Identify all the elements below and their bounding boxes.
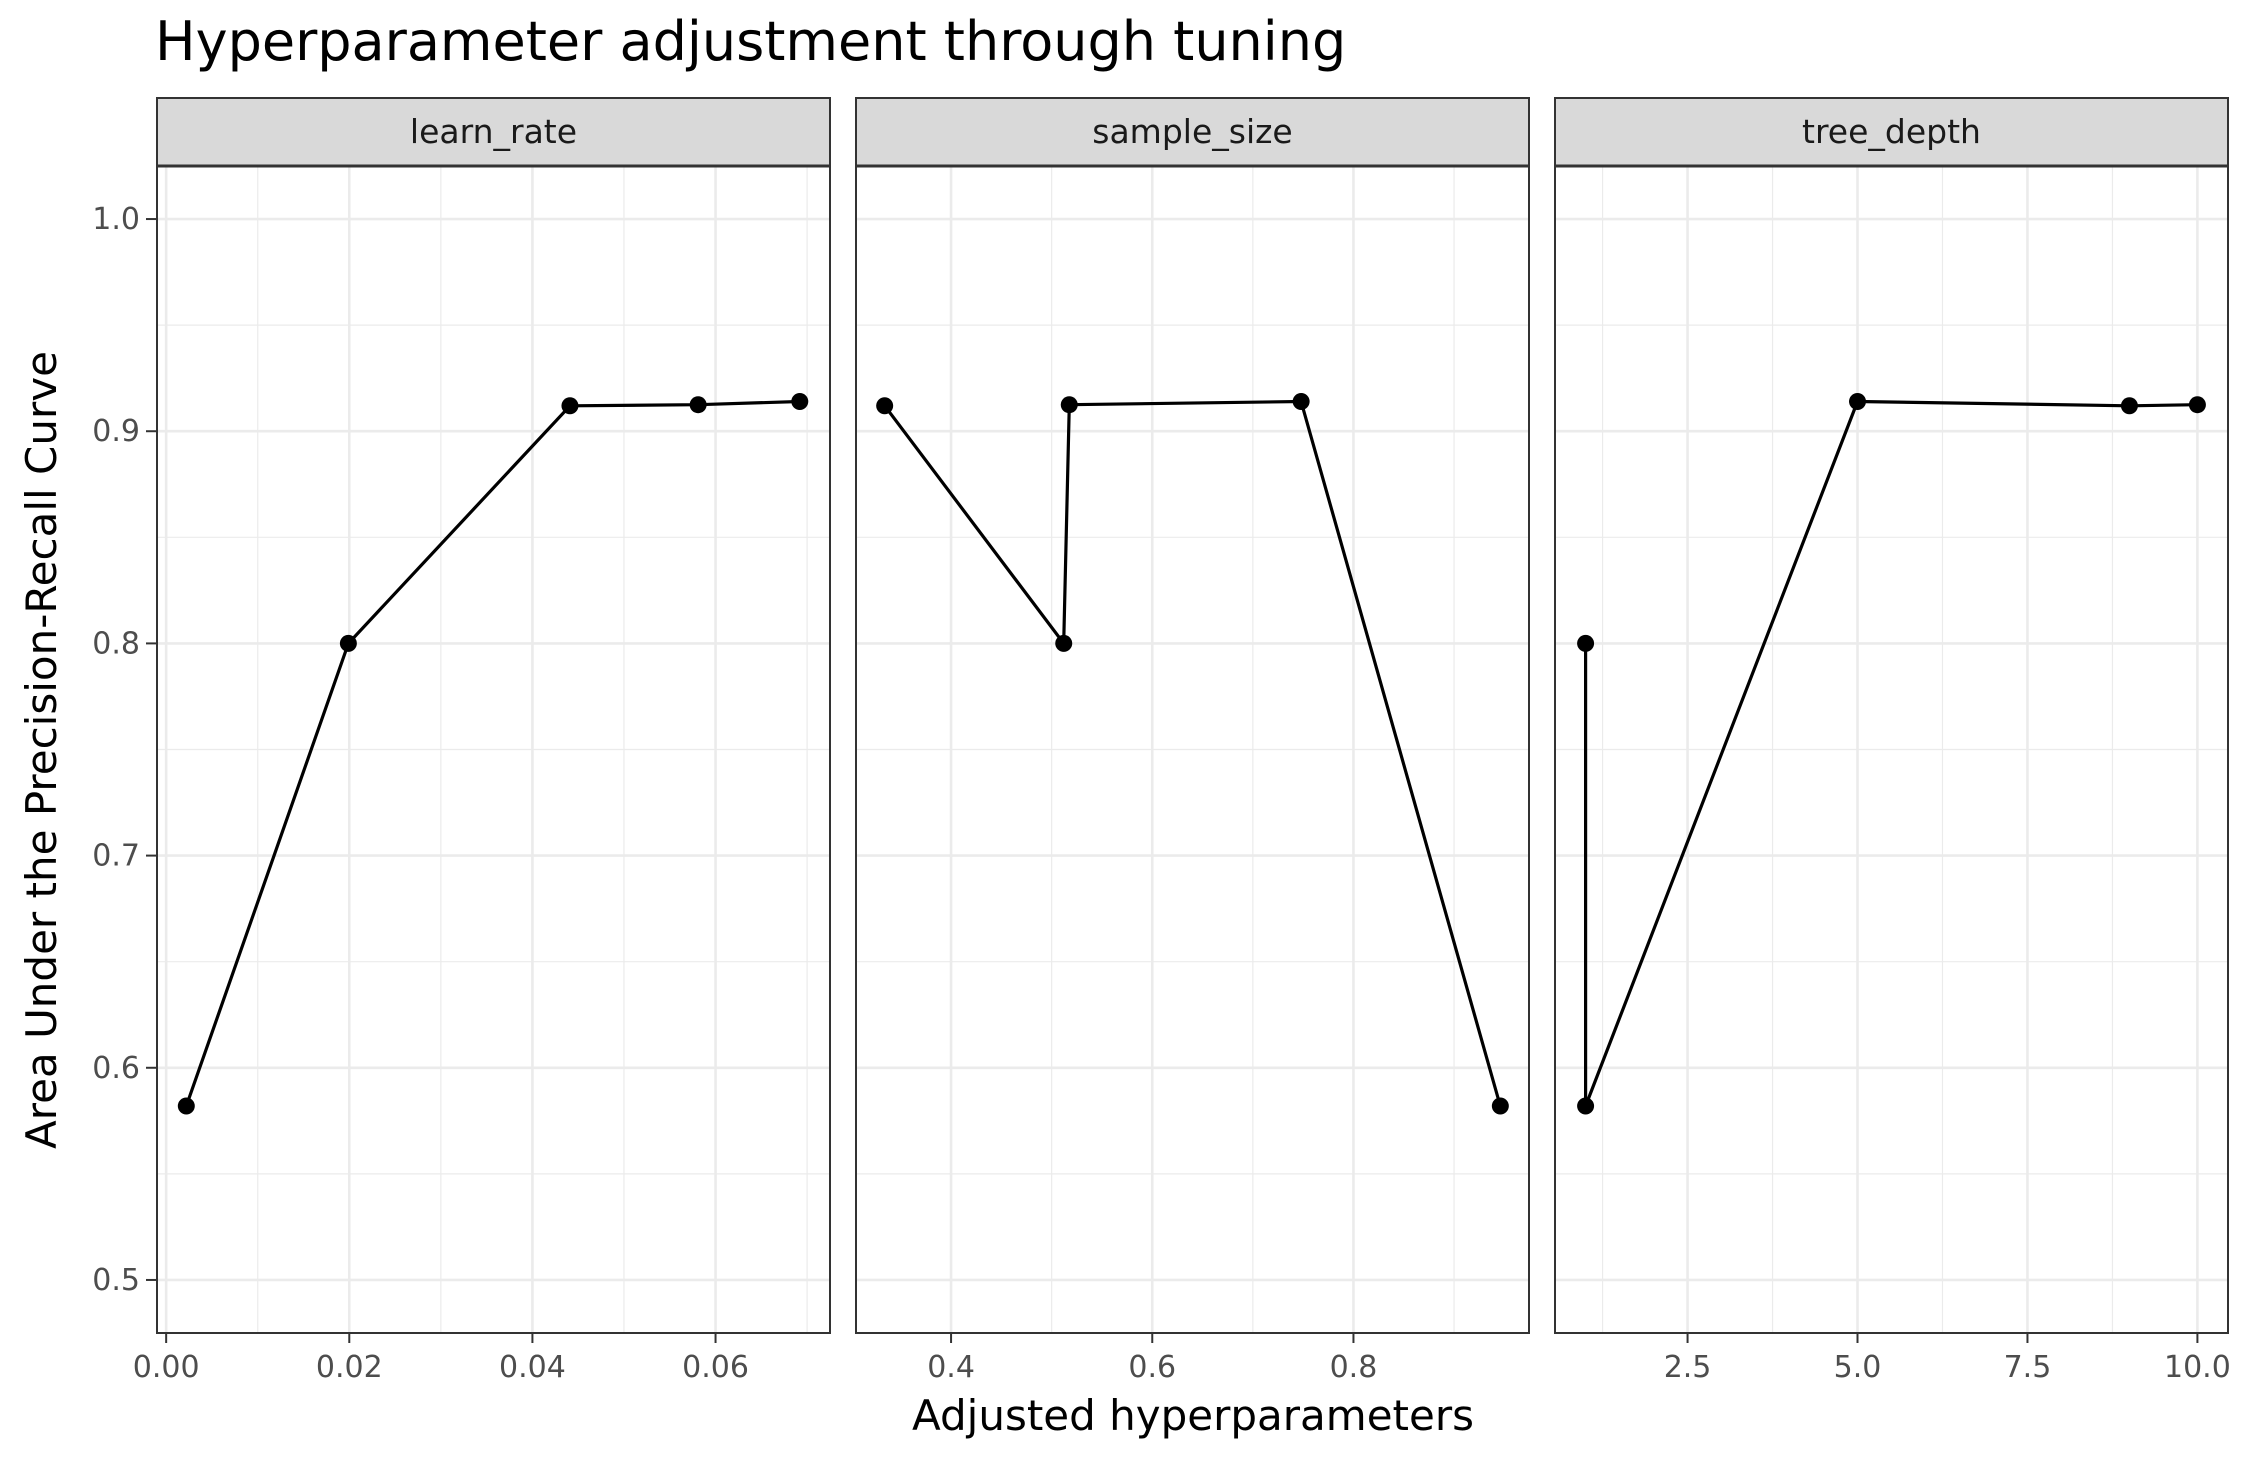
x-tick-label: 0.00: [133, 1350, 200, 1385]
y-tick-label: 0.7: [92, 839, 140, 874]
facet-strip-label: sample_size: [1092, 112, 1292, 151]
y-tick-label: 0.5: [92, 1263, 140, 1298]
facet-strip: [156, 97, 831, 167]
y-tick-label: 0.6: [92, 1051, 140, 1086]
data-point: [1060, 396, 1078, 414]
x-tick-label: 0.6: [1128, 1350, 1176, 1385]
facet-strip: [855, 97, 1530, 167]
facet-strip: [1554, 97, 2229, 167]
data-point: [1292, 393, 1310, 411]
x-tick-label: 7.5: [2004, 1350, 2052, 1385]
y-tick-label: 1.0: [92, 202, 140, 237]
x-tick-label: 0.8: [1330, 1350, 1378, 1385]
x-tick-label: 0.4: [927, 1350, 975, 1385]
y-tick-label: 0.9: [92, 414, 140, 449]
x-tick-label: 0.04: [499, 1350, 566, 1385]
y-tick-label: 0.8: [92, 626, 140, 661]
data-point: [2188, 396, 2206, 414]
data-point: [339, 634, 357, 652]
chart-title: Hyperparameter adjustment through tuning: [155, 10, 1347, 73]
y-axis-title: Area Under the Precision-Recall Curve: [17, 351, 66, 1149]
facet-tree-depth: tree_depth 2.5 5.0 7.5 10.0: [1554, 97, 2231, 1385]
data-point: [689, 396, 707, 414]
facet-sample-size: sample_size 0.4 0.6 0.8: [855, 97, 1530, 1385]
data-point: [876, 397, 894, 415]
data-point: [1849, 393, 1867, 411]
data-point: [1055, 634, 1073, 652]
data-point: [177, 1097, 195, 1115]
data-point: [1577, 1097, 1595, 1115]
x-tick-label: 10.0: [2164, 1350, 2231, 1385]
x-tick-label: 5.0: [1834, 1350, 1882, 1385]
data-point: [791, 393, 809, 411]
facet-strip-label: learn_rate: [410, 112, 577, 151]
x-tick-label: 0.02: [316, 1350, 383, 1385]
facet-learn-rate: learn_rate 0.00 0.02 0.04 0.06: [133, 97, 831, 1385]
x-axis-title: Adjusted hyperparameters: [912, 1391, 1474, 1440]
facet-strip-label: tree_depth: [1802, 112, 1981, 151]
data-point: [2120, 397, 2138, 415]
data-point: [1491, 1097, 1509, 1115]
x-tick-label: 2.5: [1664, 1350, 1712, 1385]
data-point: [561, 397, 579, 415]
data-point: [1577, 634, 1595, 652]
x-tick-label: 0.06: [682, 1350, 749, 1385]
facet-panels: 0.5 0.6 0.7 0.8 0.9 1.0 learn_rate 0.00 0.02 0.04…: [92, 97, 2231, 1385]
